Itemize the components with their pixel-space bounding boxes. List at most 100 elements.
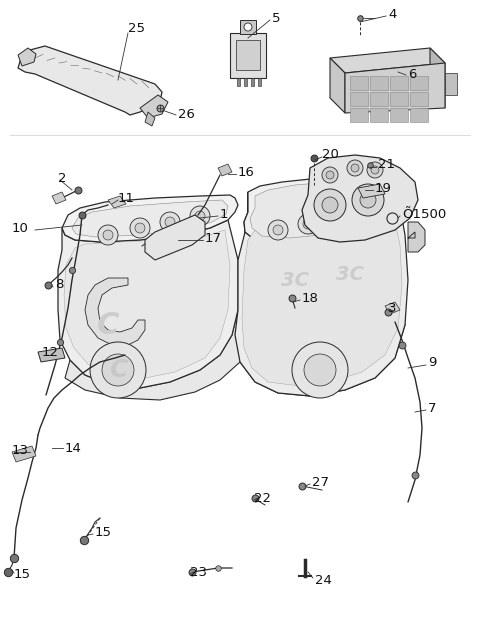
Bar xyxy=(237,78,240,86)
Polygon shape xyxy=(235,192,408,396)
Text: 24: 24 xyxy=(315,573,332,587)
Polygon shape xyxy=(244,176,398,242)
Circle shape xyxy=(356,200,376,220)
Circle shape xyxy=(328,208,348,228)
Bar xyxy=(350,92,368,106)
Circle shape xyxy=(347,160,363,176)
Text: 23: 23 xyxy=(190,565,207,578)
Polygon shape xyxy=(85,278,145,345)
Circle shape xyxy=(352,184,384,216)
Text: 14: 14 xyxy=(65,441,82,455)
Bar xyxy=(251,78,253,86)
Bar xyxy=(370,108,388,122)
Circle shape xyxy=(360,192,376,208)
Bar xyxy=(230,33,266,78)
Bar xyxy=(390,76,408,90)
Text: 21: 21 xyxy=(378,158,395,171)
Polygon shape xyxy=(145,215,205,260)
Text: 3: 3 xyxy=(388,301,396,315)
Bar xyxy=(445,73,457,95)
Bar xyxy=(390,92,408,106)
Polygon shape xyxy=(302,155,418,242)
Text: 27: 27 xyxy=(312,475,329,489)
Text: 12: 12 xyxy=(42,345,59,359)
Circle shape xyxy=(292,342,348,398)
Text: Õ1500: Õ1500 xyxy=(402,208,446,222)
Polygon shape xyxy=(72,200,228,237)
Text: 1: 1 xyxy=(220,208,228,222)
Text: 5: 5 xyxy=(272,11,280,24)
Bar xyxy=(410,108,428,122)
Text: 25: 25 xyxy=(128,21,145,35)
Bar xyxy=(370,76,388,90)
Circle shape xyxy=(304,354,336,386)
Circle shape xyxy=(195,211,205,221)
Bar xyxy=(243,78,247,86)
Text: 3C: 3C xyxy=(336,266,364,284)
Text: 3C: 3C xyxy=(281,271,309,290)
Polygon shape xyxy=(18,46,162,115)
Polygon shape xyxy=(12,446,36,462)
Text: 17: 17 xyxy=(205,232,222,244)
Polygon shape xyxy=(145,112,155,126)
Circle shape xyxy=(98,225,118,245)
Text: 15: 15 xyxy=(14,568,31,582)
Polygon shape xyxy=(108,196,126,208)
Circle shape xyxy=(333,213,343,223)
Text: 8: 8 xyxy=(55,278,63,291)
Polygon shape xyxy=(18,48,36,66)
Circle shape xyxy=(165,217,175,227)
Circle shape xyxy=(268,220,288,240)
Bar xyxy=(370,92,388,106)
Polygon shape xyxy=(62,195,238,242)
Text: 2: 2 xyxy=(58,171,67,185)
Polygon shape xyxy=(250,182,390,238)
Polygon shape xyxy=(385,302,400,314)
Text: 26: 26 xyxy=(178,109,195,121)
Circle shape xyxy=(244,23,252,31)
Circle shape xyxy=(298,214,318,234)
Text: 11: 11 xyxy=(118,192,135,205)
Circle shape xyxy=(322,197,338,213)
Circle shape xyxy=(135,223,145,233)
Circle shape xyxy=(102,354,134,386)
Polygon shape xyxy=(52,192,66,204)
Text: C: C xyxy=(97,310,119,340)
Bar xyxy=(350,76,368,90)
Text: 20: 20 xyxy=(322,148,339,161)
Bar xyxy=(350,108,368,122)
Bar xyxy=(410,92,428,106)
Polygon shape xyxy=(345,63,445,113)
Text: 18: 18 xyxy=(302,291,319,305)
Text: 6: 6 xyxy=(408,68,416,82)
Bar xyxy=(390,108,408,122)
Polygon shape xyxy=(330,58,345,113)
Text: C: C xyxy=(109,358,127,382)
Polygon shape xyxy=(242,196,402,386)
Polygon shape xyxy=(140,95,168,118)
Circle shape xyxy=(361,205,371,215)
Polygon shape xyxy=(218,164,232,176)
Bar xyxy=(410,76,428,90)
Polygon shape xyxy=(38,348,65,362)
Polygon shape xyxy=(408,222,425,252)
Text: 16: 16 xyxy=(238,166,255,178)
Circle shape xyxy=(103,230,113,240)
Text: 4: 4 xyxy=(388,8,396,21)
Text: 9: 9 xyxy=(428,355,436,369)
Bar xyxy=(240,20,256,34)
Text: 19: 19 xyxy=(375,181,392,195)
Circle shape xyxy=(273,225,283,235)
Polygon shape xyxy=(64,230,230,378)
Circle shape xyxy=(303,219,313,229)
Polygon shape xyxy=(58,220,238,388)
Bar xyxy=(257,78,261,86)
Text: 22: 22 xyxy=(254,492,271,504)
Circle shape xyxy=(371,166,379,174)
Circle shape xyxy=(367,162,383,178)
Text: 10: 10 xyxy=(12,222,29,234)
Polygon shape xyxy=(430,48,445,108)
Text: 15: 15 xyxy=(95,526,112,538)
Circle shape xyxy=(90,342,146,398)
Circle shape xyxy=(326,171,334,179)
